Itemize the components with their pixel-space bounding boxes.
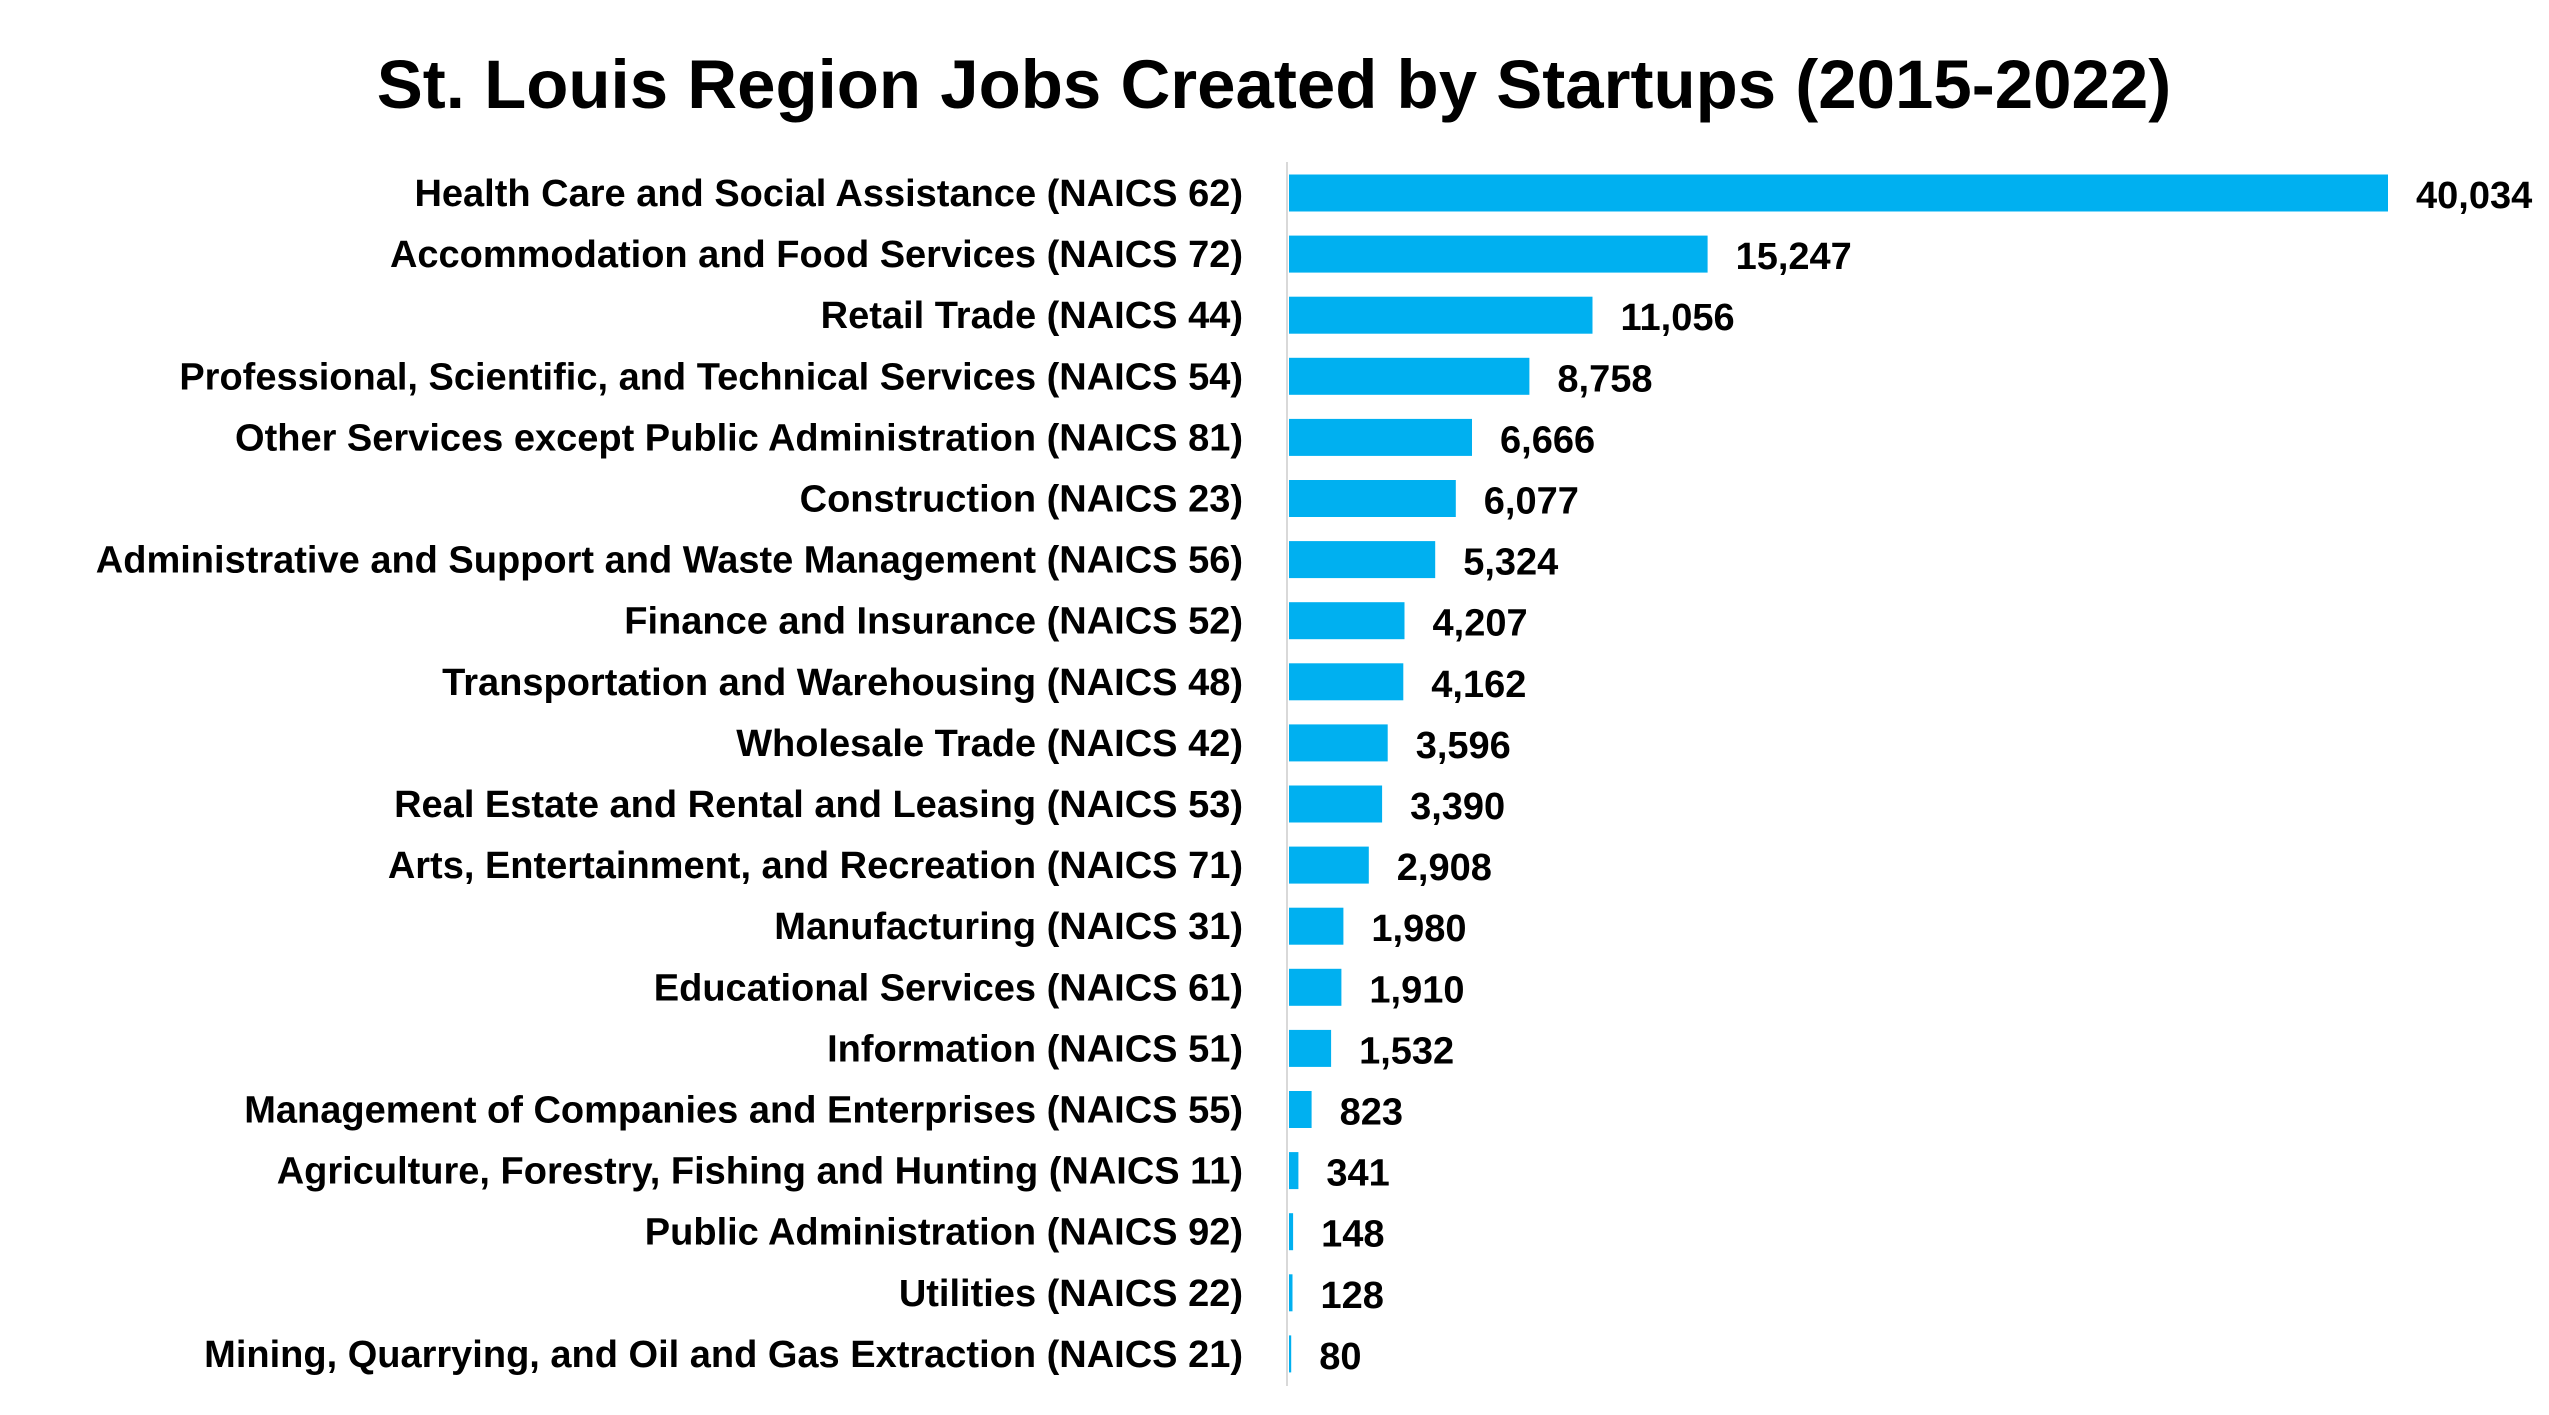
bar bbox=[1289, 235, 1708, 273]
data-label: 3,390 bbox=[1410, 786, 1505, 828]
bar bbox=[1289, 1091, 1312, 1128]
category-label: Manufacturing (NAICS 31) bbox=[774, 906, 1243, 948]
data-label: 1,532 bbox=[1359, 1030, 1454, 1072]
category-label: Construction (NAICS 23) bbox=[800, 479, 1243, 521]
category-label: Agriculture, Forestry, Fishing and Hunti… bbox=[277, 1151, 1243, 1193]
bar bbox=[1289, 541, 1436, 579]
category-label: Health Care and Social Assistance (NAICS… bbox=[414, 173, 1243, 215]
data-label: 4,162 bbox=[1431, 664, 1526, 706]
category-label: Administrative and Support and Waste Man… bbox=[96, 540, 1243, 582]
bar bbox=[1289, 480, 1456, 517]
data-label: 15,247 bbox=[1736, 236, 1852, 278]
data-label: 11,056 bbox=[1621, 297, 1735, 339]
data-label: 6,077 bbox=[1484, 481, 1579, 523]
data-label: 4,207 bbox=[1433, 603, 1528, 645]
bar bbox=[1289, 1274, 1293, 1312]
category-labels: Health Care and Social Assistance (NAICS… bbox=[96, 173, 1243, 1376]
data-label: 128 bbox=[1321, 1275, 1384, 1317]
data-label: 341 bbox=[1326, 1153, 1389, 1195]
bar bbox=[1289, 174, 2388, 212]
bar bbox=[1289, 1335, 1292, 1373]
bar bbox=[1289, 785, 1383, 823]
data-label: 8,758 bbox=[1557, 358, 1652, 400]
category-label: Accommodation and Food Services (NAICS 7… bbox=[390, 234, 1243, 276]
category-label: Information (NAICS 51) bbox=[827, 1028, 1243, 1070]
bar bbox=[1289, 418, 1472, 456]
category-label: Wholesale Trade (NAICS 42) bbox=[736, 723, 1243, 765]
bar bbox=[1289, 1152, 1299, 1190]
data-label: 80 bbox=[1319, 1336, 1361, 1378]
data-label: 6,666 bbox=[1500, 419, 1595, 461]
bar bbox=[1289, 724, 1388, 762]
category-label: Arts, Entertainment, and Recreation (NAI… bbox=[388, 845, 1243, 887]
bar bbox=[1289, 357, 1530, 395]
data-label: 148 bbox=[1321, 1214, 1384, 1256]
data-label: 2,908 bbox=[1397, 847, 1492, 889]
bar bbox=[1289, 1029, 1332, 1067]
category-label: Educational Services (NAICS 61) bbox=[654, 967, 1243, 1009]
category-label: Finance and Insurance (NAICS 52) bbox=[624, 601, 1243, 643]
category-label: Public Administration (NAICS 92) bbox=[645, 1212, 1243, 1254]
bar bbox=[1289, 602, 1405, 640]
data-label: 5,324 bbox=[1463, 542, 1558, 584]
chart-title: St. Louis Region Jobs Created by Startup… bbox=[377, 46, 2171, 123]
bar bbox=[1289, 1213, 1294, 1251]
bar bbox=[1289, 663, 1404, 701]
category-label: Professional, Scientific, and Technical … bbox=[179, 356, 1243, 398]
data-label: 1,910 bbox=[1369, 969, 1464, 1011]
category-label: Retail Trade (NAICS 44) bbox=[821, 295, 1243, 337]
category-label: Real Estate and Rental and Leasing (NAIC… bbox=[394, 784, 1243, 826]
category-label: Mining, Quarrying, and Oil and Gas Extra… bbox=[204, 1334, 1243, 1376]
bar bbox=[1289, 907, 1344, 945]
category-label: Utilities (NAICS 22) bbox=[899, 1273, 1243, 1315]
category-label: Management of Companies and Enterprises … bbox=[244, 1090, 1243, 1132]
category-label: Other Services except Public Administrat… bbox=[235, 417, 1243, 459]
data-label: 3,596 bbox=[1416, 725, 1511, 767]
data-label: 40,034 bbox=[2416, 175, 2532, 217]
data-label: 1,980 bbox=[1371, 908, 1466, 950]
bar bbox=[1289, 296, 1593, 334]
category-label: Transportation and Warehousing (NAICS 48… bbox=[442, 662, 1243, 704]
bar bbox=[1289, 968, 1342, 1006]
bars-layer bbox=[1289, 174, 2388, 1373]
bar bbox=[1289, 846, 1369, 884]
data-label: 823 bbox=[1340, 1092, 1403, 1134]
